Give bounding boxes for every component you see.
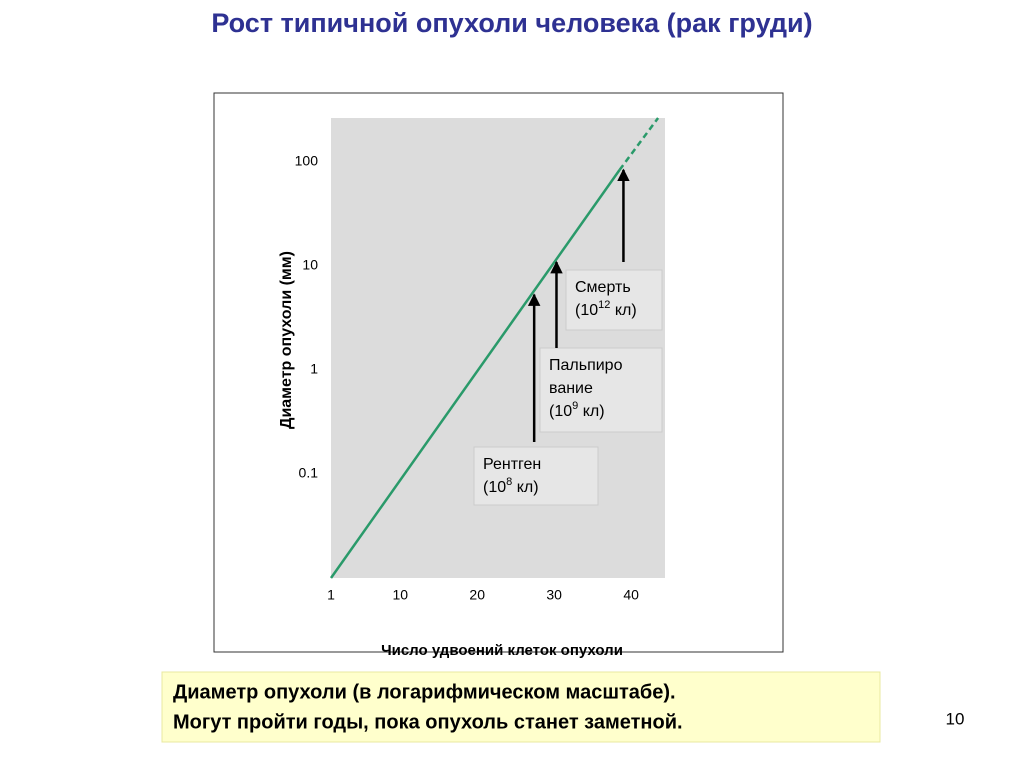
data-line (329, 169, 621, 579)
annotation-text: Смерть (575, 279, 631, 296)
count-suffix: кл) (610, 302, 636, 319)
count-suffix: кл) (512, 479, 538, 496)
caption-line: Могут пройти годы, пока опухоль станет з… (173, 711, 683, 733)
count-exponent: 8 (506, 476, 512, 488)
annotation-box (565, 269, 663, 331)
x-tick-label: 30 (546, 587, 562, 603)
slide-title: Рост типичной опухоли человека (рак груд… (211, 8, 812, 38)
x-axis-label: Число удвоений клеток опухоли (381, 642, 623, 659)
count-prefix: (10 (483, 479, 506, 496)
y-tick-label: 0.1 (299, 465, 319, 481)
y-axis-label: Диаметр опухоли (мм) (278, 251, 295, 429)
annotation-text: вание (549, 380, 593, 397)
annotation-box (473, 446, 599, 506)
count-exponent: 12 (598, 299, 610, 311)
page-number: 10 (946, 709, 965, 728)
x-tick-label: 40 (623, 587, 639, 603)
y-tick-label: 1 (310, 361, 318, 377)
annotation-count: (108 кл) (483, 476, 539, 496)
annotation-text: Пальпиро (549, 357, 623, 374)
caption-line: Диаметр опухоли (в логарифмическом масшт… (173, 681, 676, 703)
y-tick-label: 100 (295, 153, 319, 169)
count-prefix: (10 (575, 302, 598, 319)
annotation-count: (1012 кл) (575, 299, 637, 319)
count-exponent: 9 (572, 400, 578, 412)
annotation-count: (109 кл) (549, 400, 605, 420)
y-tick-label: 10 (302, 257, 318, 273)
data-line (618, 117, 660, 171)
x-tick-label: 20 (469, 587, 485, 603)
annotation-box (539, 347, 663, 433)
count-suffix: кл) (578, 403, 604, 420)
x-tick-label: 10 (392, 587, 408, 603)
count-prefix: (10 (549, 403, 572, 420)
caption-box (161, 671, 881, 743)
annotation-text: Рентген (483, 456, 541, 473)
x-tick-label: 1 (327, 587, 335, 603)
